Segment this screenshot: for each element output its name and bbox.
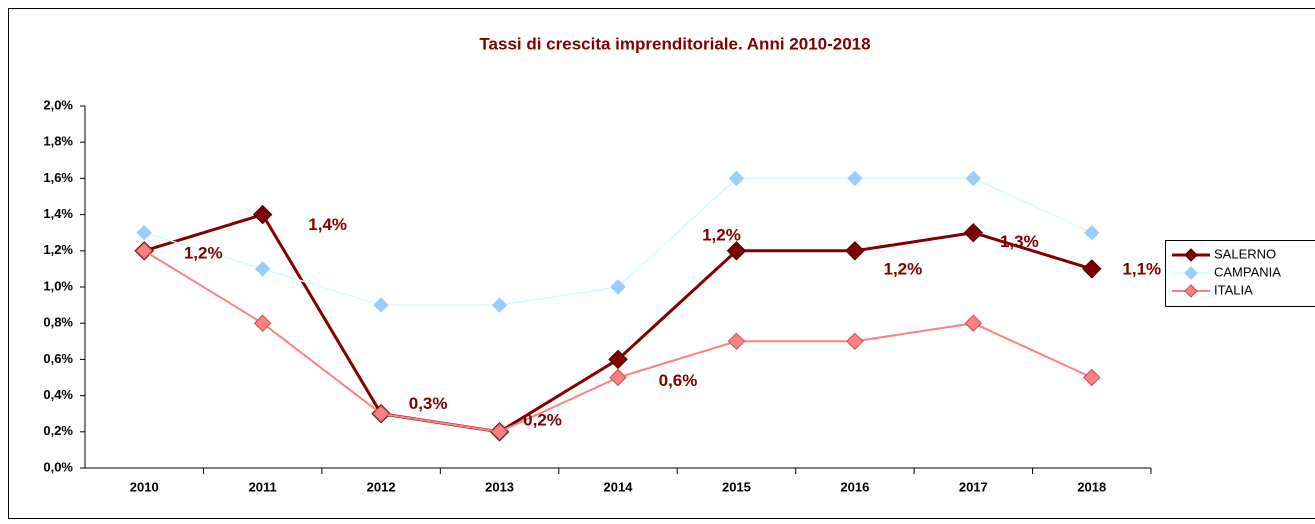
data-label: 0,2% <box>523 410 562 429</box>
chart-border <box>8 8 1315 519</box>
y-tick-label: 1,6% <box>43 170 73 185</box>
marker <box>252 204 273 225</box>
marker <box>609 368 627 387</box>
marker <box>608 349 628 370</box>
marker <box>963 222 984 243</box>
marker <box>610 279 626 295</box>
legend-marker <box>1184 248 1198 262</box>
marker <box>846 332 864 351</box>
marker <box>491 297 508 313</box>
data-label: 0,6% <box>659 371 698 390</box>
y-tick-label: 0,0% <box>43 459 73 474</box>
marker <box>965 170 982 187</box>
y-tick-label: 0,4% <box>43 387 73 402</box>
x-tick-label: 2016 <box>840 479 869 494</box>
y-tick-label: 1,4% <box>43 206 73 221</box>
marker <box>253 314 272 332</box>
marker <box>254 261 271 277</box>
x-tick-label: 2013 <box>485 479 514 494</box>
y-tick-label: 0,2% <box>43 423 73 438</box>
x-tick-label: 2010 <box>130 479 159 494</box>
y-tick-label: 0,6% <box>43 351 73 366</box>
data-label: 1,1% <box>1122 259 1161 278</box>
marker <box>728 170 745 187</box>
marker <box>1082 259 1102 279</box>
x-tick-label: 2015 <box>722 479 751 494</box>
marker <box>847 170 863 187</box>
legend-marker <box>1184 266 1198 280</box>
marker <box>136 224 152 241</box>
y-tick-label: 1,2% <box>43 242 73 257</box>
y-tick-label: 2,0% <box>43 97 73 112</box>
x-tick-label: 2012 <box>367 479 396 494</box>
data-label: 1,2% <box>702 225 741 244</box>
marker <box>964 314 983 332</box>
legend-label: SALERNO <box>1214 246 1276 261</box>
chart-title: Tassi di crescita imprenditoriale. Anni … <box>479 34 870 53</box>
marker <box>726 241 747 261</box>
x-tick-label: 2018 <box>1077 479 1106 494</box>
marker <box>372 404 390 423</box>
marker <box>490 423 509 441</box>
legend-label: ITALIA <box>1214 282 1253 297</box>
x-tick-label: 2014 <box>604 479 634 494</box>
marker <box>1084 224 1100 241</box>
y-tick-label: 1,8% <box>43 134 73 149</box>
marker <box>845 241 865 261</box>
marker <box>727 332 746 351</box>
marker <box>373 297 389 313</box>
marker <box>1083 368 1101 387</box>
x-tick-label: 2017 <box>959 479 988 494</box>
data-label: 1,2% <box>884 259 923 278</box>
y-tick-label: 0,8% <box>43 315 73 330</box>
data-label: 1,3% <box>1000 232 1039 251</box>
data-label: 1,2% <box>184 243 223 262</box>
marker <box>135 242 153 260</box>
legend-label: CAMPANIA <box>1214 264 1281 279</box>
x-tick-label: 2011 <box>249 479 277 494</box>
y-tick-label: 1,0% <box>43 278 73 293</box>
legend-marker <box>1184 284 1198 298</box>
data-label: 1,4% <box>308 215 347 234</box>
data-label: 0,3% <box>409 394 448 413</box>
